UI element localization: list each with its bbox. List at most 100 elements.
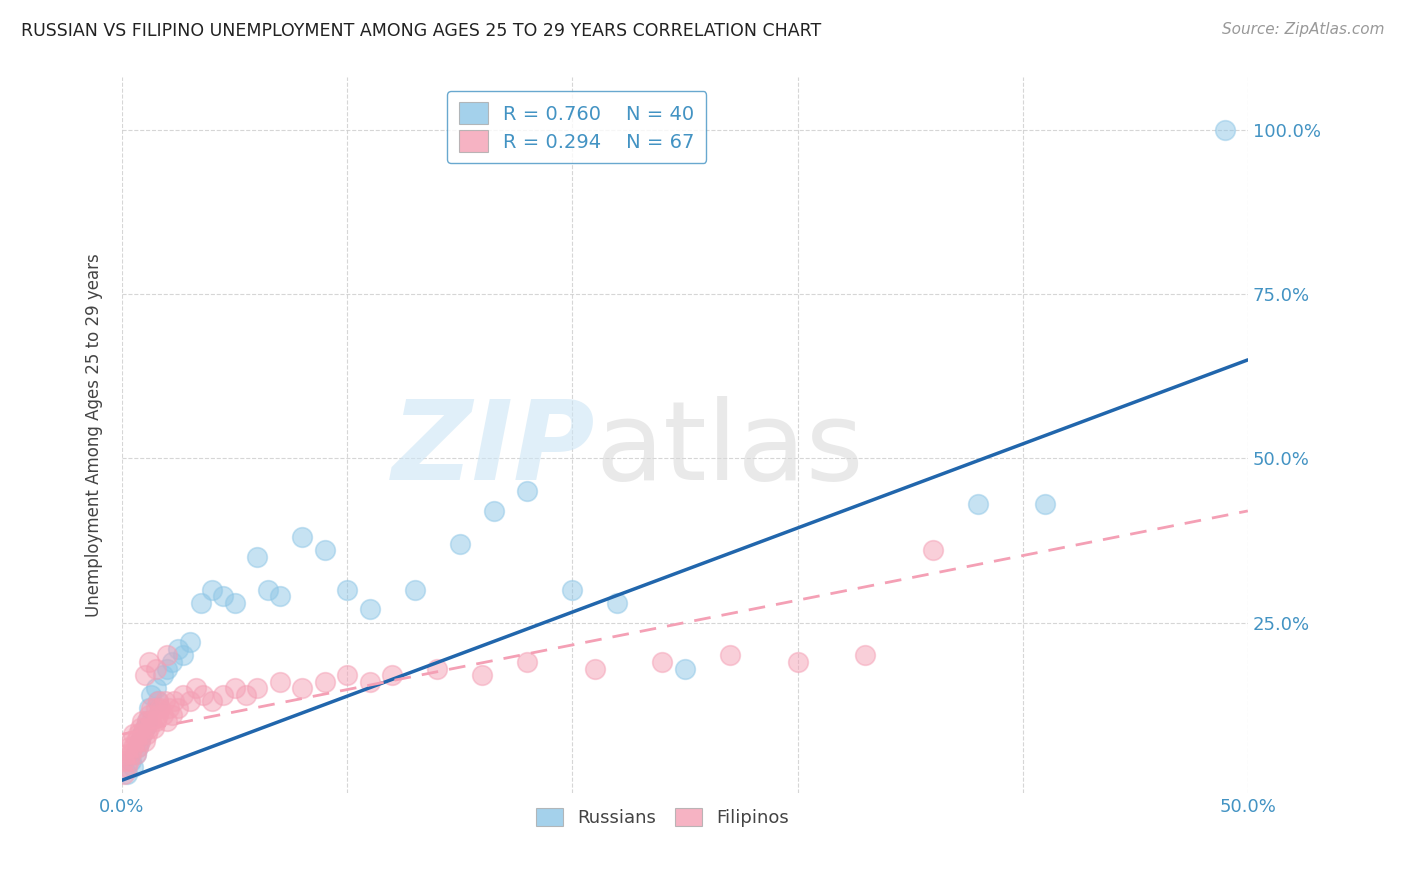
Point: [167, 641, 190, 656]
Point: [141, 701, 163, 715]
Point: [115, 766, 138, 780]
Point: [131, 727, 153, 741]
Point: [122, 760, 145, 774]
Point: [131, 714, 153, 728]
Point: [118, 754, 141, 768]
Point: [482, 504, 505, 518]
Point: [336, 668, 359, 682]
Point: [269, 674, 291, 689]
Point: [134, 733, 156, 747]
Point: [138, 721, 160, 735]
Point: [156, 662, 179, 676]
Point: [138, 707, 160, 722]
Point: [1033, 497, 1056, 511]
Point: [135, 714, 157, 728]
Point: [141, 714, 163, 728]
Point: [212, 688, 235, 702]
Point: [172, 648, 194, 663]
Point: [160, 655, 183, 669]
Point: [179, 694, 201, 708]
Point: [583, 662, 606, 676]
Point: [152, 707, 174, 722]
Point: [112, 766, 135, 780]
Point: [160, 707, 183, 722]
Point: [404, 582, 426, 597]
Point: [921, 543, 943, 558]
Point: [145, 662, 167, 676]
Point: [186, 681, 208, 696]
Point: [146, 707, 169, 722]
Legend: Russians, Filipinos: Russians, Filipinos: [529, 801, 796, 834]
Point: [1213, 123, 1236, 137]
Point: [156, 648, 179, 663]
Point: [129, 733, 152, 747]
Point: [201, 694, 224, 708]
Point: [120, 747, 142, 761]
Text: atlas: atlas: [595, 396, 863, 503]
Point: [190, 596, 212, 610]
Point: [212, 590, 235, 604]
Point: [561, 582, 583, 597]
Point: [179, 635, 201, 649]
Point: [516, 655, 538, 669]
Point: [127, 727, 149, 741]
Point: [246, 681, 269, 696]
Point: [127, 740, 149, 755]
Point: [426, 662, 449, 676]
Point: [135, 714, 157, 728]
Point: [718, 648, 741, 663]
Point: [124, 747, 146, 761]
Point: [257, 582, 280, 597]
Point: [201, 582, 224, 597]
Text: ZIP: ZIP: [391, 396, 595, 503]
Point: [145, 701, 167, 715]
Point: [120, 733, 142, 747]
Point: [149, 701, 172, 715]
Point: [146, 694, 169, 708]
Y-axis label: Unemployment Among Ages 25 to 29 years: Unemployment Among Ages 25 to 29 years: [86, 253, 103, 617]
Point: [145, 681, 167, 696]
Point: [314, 543, 336, 558]
Point: [152, 668, 174, 682]
Point: [135, 727, 157, 741]
Point: [673, 662, 696, 676]
Point: [138, 701, 160, 715]
Point: [124, 733, 146, 747]
Point: [246, 549, 269, 564]
Point: [146, 694, 169, 708]
Point: [122, 727, 145, 741]
Point: [336, 582, 359, 597]
Point: [112, 754, 135, 768]
Point: [134, 721, 156, 735]
Point: [118, 740, 141, 755]
Point: [381, 668, 404, 682]
Point: [966, 497, 988, 511]
Point: [163, 694, 186, 708]
Point: [359, 602, 381, 616]
Point: [191, 688, 214, 702]
Point: [167, 701, 190, 715]
Point: [235, 688, 257, 702]
Point: [153, 694, 176, 708]
Point: [853, 648, 876, 663]
Point: [314, 674, 336, 689]
Point: [606, 596, 628, 610]
Point: [449, 537, 471, 551]
Point: [172, 688, 194, 702]
Point: [131, 727, 153, 741]
Point: [115, 760, 138, 774]
Point: [138, 655, 160, 669]
Point: [122, 740, 145, 755]
Point: [156, 714, 179, 728]
Point: [129, 721, 152, 735]
Point: [115, 747, 138, 761]
Point: [786, 655, 808, 669]
Point: [291, 530, 314, 544]
Point: [157, 701, 180, 715]
Point: [359, 674, 381, 689]
Point: [224, 681, 246, 696]
Point: [124, 747, 146, 761]
Text: Source: ZipAtlas.com: Source: ZipAtlas.com: [1222, 22, 1385, 37]
Point: [516, 484, 538, 499]
Point: [145, 714, 167, 728]
